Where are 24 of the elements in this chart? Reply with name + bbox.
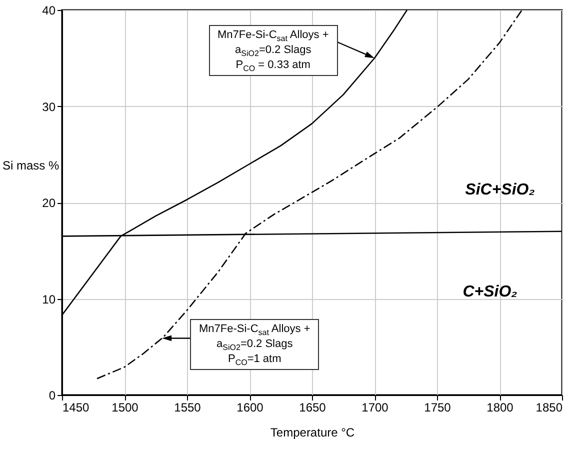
x-tick-label: 1550	[174, 400, 202, 414]
annotation: Mn7Fe-Si-C$_{sat}$ Alloys +	[199, 322, 310, 338]
annotation: C+SiO₂	[462, 283, 518, 300]
y-tick-label: 40	[42, 4, 56, 18]
y-tick-label: 30	[42, 100, 56, 114]
annotation: Mn7Fe-Si-C$_{sat}$ Alloys +	[218, 28, 329, 43]
y-tick-label: 0	[48, 388, 56, 402]
annotation: a$_{SiO2}$=0.2 Slags	[234, 42, 312, 58]
x-tick-label: 1450	[62, 400, 90, 414]
y-tick-label: 20	[42, 196, 56, 210]
x-tick-label: 1650	[299, 400, 326, 414]
x-tick-label: 1750	[424, 400, 452, 414]
annotation: P$_{CO}$ = 0.33 atm	[234, 58, 312, 73]
x-tick-label: 1600	[236, 400, 264, 414]
y-tick-label: 10	[42, 292, 56, 306]
annotation: a$_{SiO2}$=0.2 Slags	[216, 337, 294, 352]
annotation: SiC+SiO₂	[465, 182, 535, 199]
y-axis-title: Si mass %	[2, 158, 60, 172]
x-axis-title: Temperature °C	[270, 426, 355, 440]
x-tick-label: 1850	[536, 400, 563, 414]
x-tick-label: 1800	[486, 400, 514, 414]
annotation: P$_{CO}$=1 atm	[226, 352, 282, 368]
x-tick-label: 1700	[362, 400, 389, 414]
x-tick-label: 1500	[112, 400, 139, 414]
